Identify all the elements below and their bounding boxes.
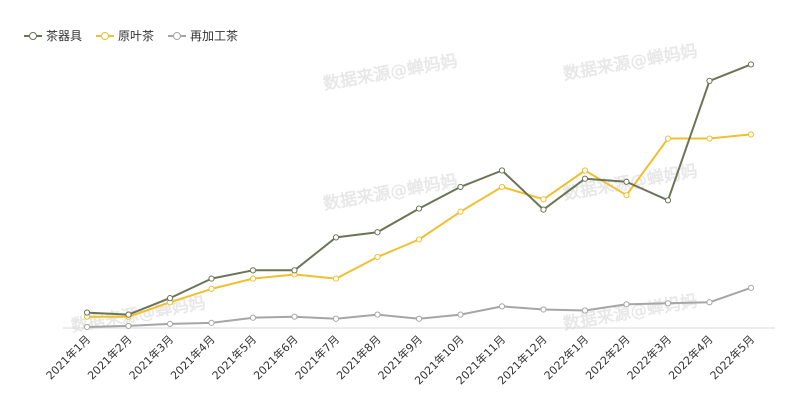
data-point <box>83 323 91 331</box>
data-point <box>125 311 132 318</box>
data-point <box>374 253 381 261</box>
data-point <box>747 61 755 68</box>
data-point <box>498 183 506 191</box>
data-point <box>540 196 547 203</box>
legend: 茶器具 原叶茶 再加工茶 <box>24 27 238 44</box>
data-point <box>249 275 257 282</box>
data-point <box>498 167 506 174</box>
data-point <box>83 309 91 316</box>
legend-label: 茶器具 <box>46 29 83 43</box>
data-point <box>498 303 506 310</box>
data-point <box>706 299 713 306</box>
legend-swatch-processed-tea <box>168 31 187 41</box>
data-point <box>415 236 423 243</box>
data-point <box>332 234 340 241</box>
legend-item-processed-tea: 再加工茶 <box>168 27 238 44</box>
data-point <box>623 192 630 199</box>
data-point <box>332 275 340 282</box>
data-point <box>747 131 755 138</box>
data-point <box>166 295 174 302</box>
data-point <box>374 311 381 318</box>
legend-item-tea-ware: 茶器具 <box>24 27 82 44</box>
data-point <box>332 315 340 322</box>
data-point <box>415 315 423 322</box>
legend-label: 原叶茶 <box>118 29 155 43</box>
data-point <box>457 208 464 215</box>
data-point <box>581 175 589 182</box>
legend-swatch-tea-ware <box>24 31 42 41</box>
data-point <box>664 197 672 204</box>
data-point <box>208 319 215 326</box>
data-point <box>623 301 630 308</box>
series-line <box>86 63 752 316</box>
data-point <box>581 307 589 314</box>
legend-swatch-raw-leaf-tea <box>96 31 115 41</box>
data-point <box>166 320 174 327</box>
data-point <box>249 314 257 321</box>
data-point <box>706 77 713 84</box>
data-point <box>664 135 672 142</box>
data-point <box>291 267 298 274</box>
data-point <box>581 167 589 174</box>
data-point <box>457 183 464 191</box>
data-point <box>747 284 755 291</box>
data-point <box>540 206 547 213</box>
data-point <box>706 135 713 142</box>
data-point <box>208 285 215 292</box>
data-point <box>457 311 464 318</box>
data-point <box>374 229 381 236</box>
data-point <box>208 275 215 282</box>
data-point <box>291 313 298 320</box>
legend-item-raw-leaf-tea: 原叶茶 <box>96 27 154 44</box>
data-point <box>249 267 257 274</box>
data-point <box>623 178 630 185</box>
data-point <box>415 205 423 212</box>
data-point <box>664 300 672 307</box>
legend-label: 再加工茶 <box>190 29 239 43</box>
data-point <box>540 306 547 313</box>
x-tick-label: 2022年5月 <box>707 332 757 382</box>
data-point <box>125 322 132 330</box>
